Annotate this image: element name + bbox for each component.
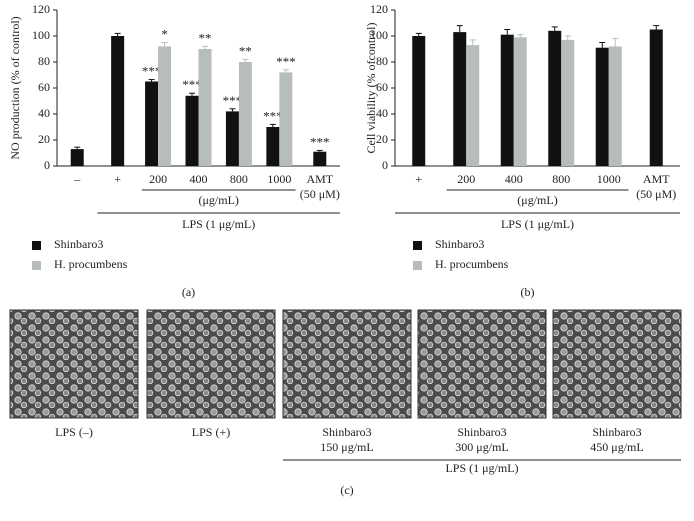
bar <box>225 111 239 166</box>
bar <box>238 62 252 166</box>
x-tick-label: + <box>114 172 121 186</box>
unit-label: (μg/mL) <box>517 193 557 207</box>
y-tick-label: 60 <box>376 80 388 94</box>
y-tick-label: 20 <box>376 132 388 146</box>
bar <box>513 37 527 166</box>
y-tick-label: 80 <box>376 54 388 68</box>
group-label: LPS (1 μg/mL) <box>501 217 574 231</box>
y-tick-label: 0 <box>44 158 50 172</box>
y-axis-label: Cell viability (% ofcontrol) <box>364 23 378 154</box>
image-caption: 450 μg/mL <box>590 440 643 454</box>
panel-label: (a) <box>182 285 195 299</box>
image-caption: LPS (+) <box>192 425 230 439</box>
legend-swatch <box>32 241 41 250</box>
bar <box>561 39 575 166</box>
image-caption: Shinbaro3 <box>592 425 641 439</box>
y-tick-label: 80 <box>38 54 50 68</box>
image-caption: Shinbaro3 <box>457 425 506 439</box>
image-caption: 300 μg/mL <box>455 440 508 454</box>
legend-swatch <box>413 241 422 250</box>
micrograph <box>282 309 412 419</box>
y-tick-label: 20 <box>38 132 50 146</box>
significance-label: *** <box>223 93 243 108</box>
bar <box>185 95 199 166</box>
bar <box>595 47 609 167</box>
x-tick-label: 800 <box>552 172 570 186</box>
legend-label: Shinbaro3 <box>54 237 103 251</box>
significance-label: ** <box>239 43 252 58</box>
micrograph <box>146 309 276 419</box>
significance-label: * <box>161 26 168 41</box>
image-caption: LPS (–) <box>55 425 93 439</box>
y-tick-label: 40 <box>376 106 388 120</box>
x-tick-label: + <box>415 172 422 186</box>
bar <box>608 46 622 166</box>
x-tick-label: (50 μM) <box>636 187 676 201</box>
micrograph <box>417 309 547 419</box>
legend-label: H. procumbens <box>435 257 509 271</box>
x-tick-label: 400 <box>505 172 523 186</box>
x-tick-label: AMT <box>306 172 333 186</box>
x-tick-label: (50 μM) <box>300 187 340 201</box>
legend-label: Shinbaro3 <box>435 237 484 251</box>
x-tick-label: – <box>73 172 81 186</box>
bar <box>279 72 293 166</box>
group-label: LPS (1 μg/mL) <box>445 461 518 475</box>
bar <box>649 29 663 166</box>
bar <box>111 36 125 166</box>
x-tick-label: AMT <box>643 172 670 186</box>
micrograph <box>552 309 682 419</box>
significance-label: *** <box>182 77 202 92</box>
legend-swatch <box>413 261 422 270</box>
bar <box>466 45 480 166</box>
panel-label: (b) <box>521 285 535 299</box>
panel-label: (c) <box>340 483 353 497</box>
y-tick-label: 100 <box>370 28 388 42</box>
legend-swatch <box>32 261 41 270</box>
significance-label: *** <box>263 108 283 123</box>
image-caption: Shinbaro3 <box>322 425 371 439</box>
x-tick-label: 200 <box>149 172 167 186</box>
bar <box>500 34 514 167</box>
group-label: LPS (1 μg/mL) <box>182 217 255 231</box>
y-tick-label: 100 <box>32 28 50 42</box>
y-tick-label: 120 <box>370 2 388 16</box>
y-tick-label: 120 <box>32 2 50 16</box>
bar <box>412 36 426 166</box>
significance-label: ** <box>199 30 212 45</box>
bar <box>313 151 327 166</box>
bar <box>453 32 467 166</box>
significance-label: *** <box>142 64 162 79</box>
significance-label: *** <box>310 134 330 149</box>
bar <box>70 149 84 166</box>
legend-label: H. procumbens <box>54 257 128 271</box>
significance-label: *** <box>276 54 296 69</box>
bar <box>548 30 562 166</box>
unit-label: (μg/mL) <box>198 193 238 207</box>
bar <box>198 49 212 166</box>
x-tick-label: 800 <box>230 172 248 186</box>
x-tick-label: 200 <box>457 172 475 186</box>
image-caption: 150 μg/mL <box>320 440 373 454</box>
bar <box>145 81 159 166</box>
y-tick-label: 40 <box>38 106 50 120</box>
x-tick-label: 400 <box>190 172 208 186</box>
y-axis-label: NO production (% of control) <box>8 16 22 159</box>
micrograph <box>9 309 139 419</box>
y-tick-label: 0 <box>382 158 388 172</box>
y-tick-label: 60 <box>38 80 50 94</box>
bar <box>266 127 280 166</box>
x-tick-label: 1000 <box>267 172 291 186</box>
bar <box>158 46 172 166</box>
x-tick-label: 1000 <box>597 172 621 186</box>
